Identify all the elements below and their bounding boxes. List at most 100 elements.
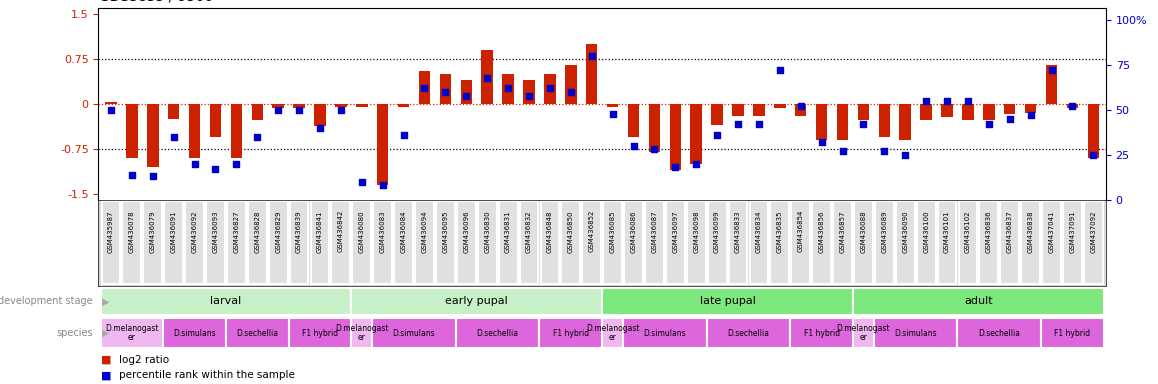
Text: F1 hybrid: F1 hybrid bbox=[552, 329, 589, 338]
FancyBboxPatch shape bbox=[226, 318, 288, 348]
Text: GSM436852: GSM436852 bbox=[588, 210, 595, 252]
FancyBboxPatch shape bbox=[101, 318, 163, 348]
Point bbox=[896, 152, 915, 158]
Text: GSM435987: GSM435987 bbox=[108, 210, 113, 253]
FancyBboxPatch shape bbox=[227, 202, 245, 284]
FancyBboxPatch shape bbox=[853, 318, 874, 348]
Bar bbox=[711, 104, 723, 125]
FancyBboxPatch shape bbox=[708, 202, 726, 284]
FancyBboxPatch shape bbox=[602, 288, 853, 315]
Point bbox=[1001, 116, 1019, 122]
Point bbox=[749, 121, 768, 127]
Point bbox=[1021, 112, 1040, 118]
Point bbox=[562, 89, 580, 95]
Bar bbox=[774, 104, 785, 109]
Bar bbox=[753, 104, 764, 116]
FancyBboxPatch shape bbox=[562, 202, 580, 284]
Text: F1 hybrid: F1 hybrid bbox=[1055, 329, 1091, 338]
Point bbox=[959, 98, 977, 104]
FancyBboxPatch shape bbox=[1063, 202, 1082, 284]
Bar bbox=[419, 71, 431, 104]
Text: GSM436833: GSM436833 bbox=[735, 210, 741, 253]
FancyBboxPatch shape bbox=[938, 202, 957, 284]
FancyBboxPatch shape bbox=[164, 202, 183, 284]
FancyBboxPatch shape bbox=[706, 318, 790, 348]
Text: larval: larval bbox=[211, 296, 242, 306]
Bar bbox=[1067, 104, 1078, 109]
Bar bbox=[398, 104, 409, 107]
Text: D.melanogast
er: D.melanogast er bbox=[586, 324, 639, 343]
FancyBboxPatch shape bbox=[372, 318, 456, 348]
FancyBboxPatch shape bbox=[499, 202, 518, 284]
Point bbox=[416, 85, 434, 91]
Text: GSM436839: GSM436839 bbox=[296, 210, 302, 253]
Bar bbox=[962, 104, 974, 121]
FancyBboxPatch shape bbox=[520, 202, 538, 284]
Point bbox=[603, 111, 622, 117]
Text: adult: adult bbox=[965, 296, 992, 306]
Text: GSM436831: GSM436831 bbox=[505, 210, 511, 253]
FancyBboxPatch shape bbox=[248, 202, 266, 284]
FancyBboxPatch shape bbox=[352, 202, 372, 284]
Text: GSM436835: GSM436835 bbox=[777, 210, 783, 253]
Text: GSM436091: GSM436091 bbox=[170, 210, 177, 253]
Text: D.sechellia: D.sechellia bbox=[979, 329, 1020, 338]
Text: GSM436092: GSM436092 bbox=[191, 210, 198, 253]
Point bbox=[164, 134, 183, 140]
Bar bbox=[251, 104, 263, 121]
Text: early pupal: early pupal bbox=[446, 296, 508, 306]
FancyBboxPatch shape bbox=[415, 202, 434, 284]
Text: GSM436838: GSM436838 bbox=[1027, 210, 1034, 253]
FancyBboxPatch shape bbox=[603, 202, 622, 284]
FancyBboxPatch shape bbox=[853, 202, 873, 284]
FancyBboxPatch shape bbox=[896, 202, 915, 284]
Point bbox=[185, 161, 204, 167]
FancyBboxPatch shape bbox=[728, 202, 747, 284]
FancyBboxPatch shape bbox=[123, 202, 141, 284]
Text: GSM436100: GSM436100 bbox=[923, 210, 929, 253]
FancyBboxPatch shape bbox=[958, 318, 1041, 348]
Point bbox=[1042, 68, 1061, 74]
Bar bbox=[1025, 104, 1036, 113]
FancyBboxPatch shape bbox=[812, 202, 831, 284]
FancyBboxPatch shape bbox=[770, 202, 790, 284]
Bar bbox=[669, 104, 681, 170]
Point bbox=[227, 161, 245, 167]
FancyBboxPatch shape bbox=[437, 202, 455, 284]
Point bbox=[331, 107, 350, 113]
Bar bbox=[900, 104, 911, 140]
Point bbox=[1063, 103, 1082, 109]
Text: ▶: ▶ bbox=[102, 296, 109, 306]
Point bbox=[144, 173, 162, 179]
FancyBboxPatch shape bbox=[875, 202, 894, 284]
Text: GSM436837: GSM436837 bbox=[1006, 210, 1013, 253]
Bar bbox=[189, 104, 200, 158]
Bar bbox=[544, 74, 556, 104]
Text: species: species bbox=[56, 328, 93, 338]
Bar bbox=[440, 74, 452, 104]
Point bbox=[541, 85, 559, 91]
Point bbox=[980, 121, 998, 127]
Text: GSM436857: GSM436857 bbox=[840, 210, 845, 253]
Bar bbox=[168, 104, 179, 119]
Bar bbox=[314, 104, 325, 126]
FancyBboxPatch shape bbox=[102, 202, 120, 284]
Bar bbox=[210, 104, 221, 137]
Point bbox=[206, 166, 225, 172]
Text: GSM436079: GSM436079 bbox=[149, 210, 156, 253]
FancyBboxPatch shape bbox=[541, 202, 559, 284]
Bar bbox=[230, 104, 242, 158]
Point bbox=[791, 103, 809, 109]
Bar bbox=[482, 50, 493, 104]
Bar bbox=[126, 104, 138, 158]
Point bbox=[290, 107, 308, 113]
Text: GSM436085: GSM436085 bbox=[609, 210, 616, 253]
Bar bbox=[837, 104, 849, 140]
Point bbox=[708, 132, 726, 138]
FancyBboxPatch shape bbox=[351, 318, 372, 348]
Bar bbox=[690, 104, 702, 164]
FancyBboxPatch shape bbox=[833, 202, 852, 284]
Text: GSM436830: GSM436830 bbox=[484, 210, 490, 253]
FancyBboxPatch shape bbox=[351, 288, 602, 315]
Point bbox=[478, 74, 497, 81]
